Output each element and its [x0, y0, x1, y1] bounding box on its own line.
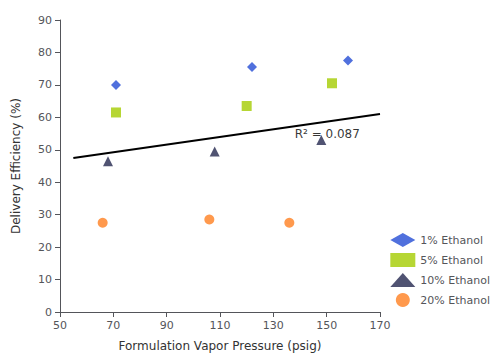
svg-text:20: 20 — [38, 241, 52, 254]
svg-text:40: 40 — [38, 176, 52, 189]
svg-text:50: 50 — [38, 143, 52, 156]
svg-text:90: 90 — [160, 319, 174, 332]
svg-text:170: 170 — [370, 319, 391, 332]
svg-text:30: 30 — [38, 208, 52, 221]
svg-text:130: 130 — [263, 319, 284, 332]
svg-text:150: 150 — [316, 319, 337, 332]
svg-text:20% Ethanol: 20% Ethanol — [420, 294, 490, 307]
svg-text:5% Ethanol: 5% Ethanol — [420, 254, 483, 267]
svg-text:0: 0 — [45, 306, 52, 319]
svg-text:1% Ethanol: 1% Ethanol — [420, 234, 483, 247]
svg-text:80: 80 — [38, 46, 52, 59]
svg-text:50: 50 — [53, 319, 67, 332]
svg-text:Delivery Efficiency (%): Delivery Efficiency (%) — [9, 98, 23, 234]
svg-text:110: 110 — [210, 319, 231, 332]
svg-text:R² = 0.087: R² = 0.087 — [295, 127, 360, 141]
svg-text:90: 90 — [38, 14, 52, 27]
svg-text:10: 10 — [38, 273, 52, 286]
svg-text:70: 70 — [38, 78, 52, 91]
svg-text:60: 60 — [38, 111, 52, 124]
svg-text:10% Ethanol: 10% Ethanol — [420, 274, 490, 287]
svg-text:Formulation Vapor Pressure (ps: Formulation Vapor Pressure (psig) — [119, 339, 322, 353]
svg-text:70: 70 — [106, 319, 120, 332]
